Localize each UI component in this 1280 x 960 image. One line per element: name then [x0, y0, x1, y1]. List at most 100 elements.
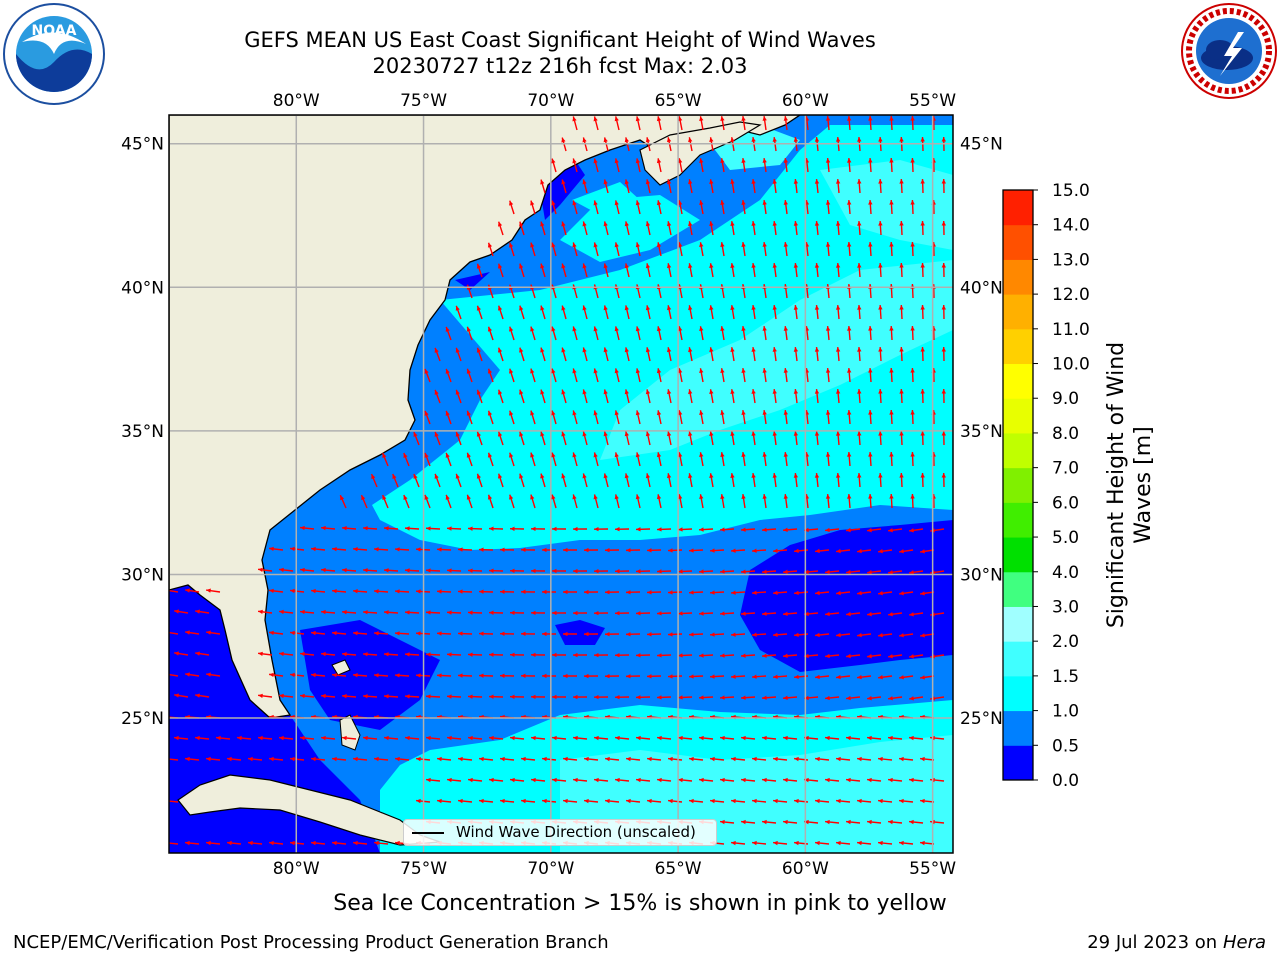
wave-arrow-head	[741, 653, 746, 658]
wave-arrow-head	[868, 200, 873, 205]
wave-arrow-head	[593, 410, 598, 416]
chart-title: GEFS MEAN US East Coast Significant Heig…	[244, 28, 876, 52]
wave-arrow-head	[572, 368, 577, 374]
wave-arrow-head	[521, 589, 526, 595]
wave-arrow-head	[668, 798, 673, 804]
wave-arrow-head	[426, 735, 431, 741]
wave-arrow-head	[615, 653, 620, 658]
wave-arrow-head	[878, 305, 883, 310]
wave-arrow-head	[793, 473, 799, 478]
wave-arrow-head	[710, 674, 715, 679]
wave-arrow-head	[868, 368, 873, 373]
wave-arrow-head	[688, 263, 693, 269]
wave-arrow-head	[521, 631, 526, 637]
wave-arrow-head	[405, 694, 410, 699]
wave-arrow-head	[857, 179, 862, 184]
wave-arrow-head	[476, 431, 481, 437]
wave-height-region-1.5-2m	[600, 125, 953, 460]
wave-arrow-head	[489, 735, 494, 741]
wave-arrow-head	[635, 452, 641, 458]
wave-arrow-head	[582, 347, 587, 353]
wave-arrow-head	[688, 137, 693, 143]
wave-arrow-head	[552, 652, 557, 658]
wave-arrow-head	[603, 431, 608, 437]
wave-arrow-head	[941, 263, 946, 268]
wave-arrow-head	[395, 589, 400, 594]
wave-arrow-head	[530, 242, 535, 248]
wave-arrow-head	[772, 305, 777, 310]
wave-arrow-head	[730, 473, 735, 478]
wave-arrow-head	[593, 158, 598, 164]
wave-arrow-head	[772, 179, 777, 184]
wave-arrow-head	[783, 326, 788, 331]
wave-arrow-head	[405, 568, 410, 573]
wave-arrow-head	[509, 494, 514, 500]
wave-arrow-head	[888, 819, 893, 825]
wave-arrow-head	[531, 777, 536, 783]
wave-arrow-head	[489, 610, 494, 615]
wave-arrow-head	[614, 242, 619, 248]
wave-arrow-head	[720, 527, 725, 532]
wave-arrow-head	[497, 305, 503, 311]
lon-tick-label-top: 60°W	[782, 91, 829, 111]
lon-tick-label-bottom: 70°W	[527, 859, 574, 879]
wave-arrow-head	[552, 610, 557, 616]
noaa-logo: NOAA	[3, 3, 105, 105]
wave-arrow-head	[572, 452, 577, 458]
wave-arrow-head	[920, 591, 925, 596]
colorbar-tick-label: 0.5	[1052, 736, 1079, 756]
wave-arrow-head	[519, 389, 524, 395]
wave-arrow-head	[540, 431, 545, 437]
wave-arrow-head	[497, 431, 503, 437]
wave-arrow-head	[374, 589, 379, 594]
wave-arrow-head	[353, 589, 358, 594]
colorbar-segment	[1003, 641, 1033, 677]
wave-arrow-head	[582, 473, 587, 479]
wave-arrow-head	[741, 410, 746, 415]
wave-arrow-head	[783, 819, 788, 825]
wave-arrow-head	[689, 632, 694, 637]
wave-arrow-head	[752, 548, 757, 553]
wave-arrow-head	[857, 632, 862, 638]
wave-arrow-head	[551, 200, 556, 206]
wave-arrow-head	[445, 410, 450, 416]
wave-arrow-head	[626, 590, 631, 595]
wave-arrow-head	[647, 798, 652, 804]
wave-arrow-head	[552, 777, 557, 783]
wave-arrow-head	[835, 305, 841, 310]
wave-arrow-head	[426, 610, 431, 615]
wave-arrow-head	[868, 452, 873, 457]
wave-arrow-head	[624, 179, 629, 185]
colorbar-segment	[1003, 363, 1033, 399]
wave-arrow-head	[741, 777, 746, 783]
wave-arrow-head	[476, 473, 481, 479]
wave-arrow-head	[384, 568, 389, 573]
wave-arrow-head	[258, 609, 263, 615]
wave-arrow-head	[636, 527, 641, 532]
wave-arrow-head	[762, 452, 767, 457]
wave-arrow-head	[752, 756, 757, 762]
wave-arrow-head	[594, 735, 599, 741]
wave-arrow-head	[878, 431, 883, 436]
wave-arrow-head	[709, 431, 714, 437]
wave-arrow-head	[626, 674, 631, 679]
wave-arrow-head	[825, 611, 830, 617]
wave-arrow-head	[857, 590, 862, 596]
wave-arrow-head	[920, 263, 925, 268]
wave-arrow-head	[710, 632, 715, 637]
wave-arrow-head	[647, 674, 652, 679]
wave-arrow-head	[678, 494, 683, 500]
wave-arrow	[169, 758, 179, 761]
wave-arrow-head	[773, 548, 778, 553]
wave-arrow-head	[889, 368, 894, 373]
wave-arrow-head	[437, 631, 442, 636]
wave-arrow-head	[720, 116, 725, 121]
wave-arrow-head	[395, 756, 400, 762]
wave-arrow-head	[509, 410, 514, 416]
lat-tick-label-left: 25°N	[121, 709, 164, 729]
wave-arrow-head	[311, 630, 316, 636]
wave-arrow-head	[910, 494, 915, 499]
wave-arrow-head	[857, 548, 862, 554]
wave-arrow-head	[699, 569, 704, 574]
wave-arrow-head	[384, 610, 389, 615]
